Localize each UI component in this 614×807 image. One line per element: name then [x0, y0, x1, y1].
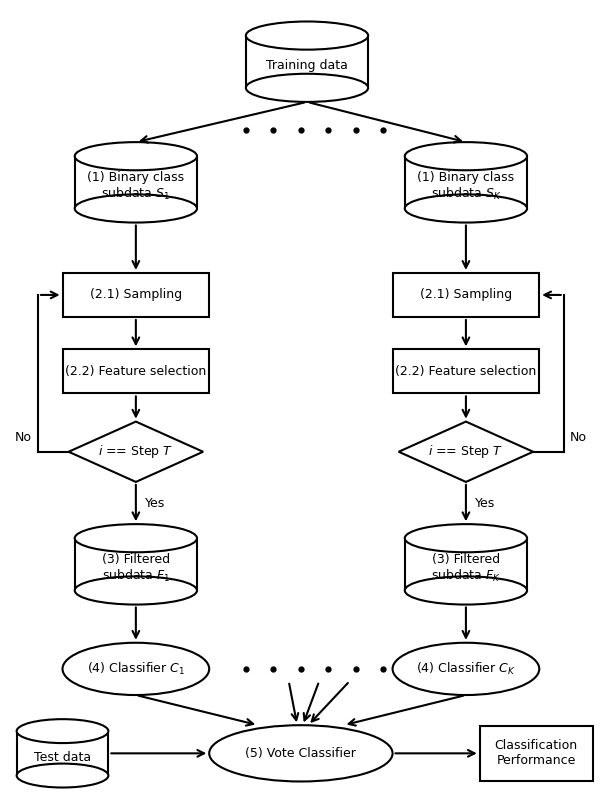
Text: $i$ == Step $T$: $i$ == Step $T$ — [98, 443, 174, 460]
Ellipse shape — [17, 719, 108, 743]
Text: Yes: Yes — [475, 496, 495, 509]
Ellipse shape — [63, 642, 209, 695]
Ellipse shape — [392, 642, 539, 695]
Text: (4) Classifier $C_K$: (4) Classifier $C_K$ — [416, 661, 516, 677]
Text: (3) Filtered
subdata $F_1$: (3) Filtered subdata $F_1$ — [102, 553, 170, 584]
Bar — [405, 538, 527, 591]
Bar — [63, 349, 209, 394]
Text: Yes: Yes — [145, 496, 165, 509]
Bar — [246, 36, 368, 88]
Text: (1) Binary class
subdata $S_1$: (1) Binary class subdata $S_1$ — [87, 170, 184, 202]
Text: Classification
Performance: Classification Performance — [495, 739, 578, 767]
Bar — [17, 731, 108, 776]
Polygon shape — [398, 421, 533, 482]
Text: $i$ == Step $T$: $i$ == Step $T$ — [429, 443, 503, 460]
Text: No: No — [570, 431, 587, 444]
Ellipse shape — [246, 73, 368, 102]
Ellipse shape — [75, 194, 197, 223]
Ellipse shape — [405, 194, 527, 223]
Bar — [392, 349, 539, 394]
Text: (2.2) Feature selection: (2.2) Feature selection — [395, 365, 537, 378]
Ellipse shape — [405, 142, 527, 170]
Ellipse shape — [209, 725, 392, 781]
Text: Training data: Training data — [266, 59, 348, 73]
Bar — [392, 273, 539, 317]
Bar — [480, 726, 593, 780]
Text: (2.1) Sampling: (2.1) Sampling — [420, 288, 512, 302]
Ellipse shape — [75, 524, 197, 552]
Bar — [63, 273, 209, 317]
Ellipse shape — [75, 576, 197, 604]
Text: (1) Binary class
subdata $S_K$: (1) Binary class subdata $S_K$ — [418, 170, 515, 202]
Text: No: No — [15, 431, 32, 444]
Bar — [405, 157, 527, 208]
Ellipse shape — [405, 524, 527, 552]
Ellipse shape — [75, 142, 197, 170]
Ellipse shape — [17, 763, 108, 788]
Text: (2.2) Feature selection: (2.2) Feature selection — [65, 365, 206, 378]
Text: (3) Filtered
subdata $F_K$: (3) Filtered subdata $F_K$ — [431, 553, 501, 584]
Bar — [75, 157, 197, 208]
Polygon shape — [69, 421, 203, 482]
Bar — [75, 538, 197, 591]
Text: (2.1) Sampling: (2.1) Sampling — [90, 288, 182, 302]
Text: Test data: Test data — [34, 751, 91, 764]
Text: (4) Classifier $C_1$: (4) Classifier $C_1$ — [87, 661, 185, 677]
Text: (5) Vote Classifier: (5) Vote Classifier — [246, 746, 356, 760]
Ellipse shape — [246, 22, 368, 50]
Ellipse shape — [405, 576, 527, 604]
